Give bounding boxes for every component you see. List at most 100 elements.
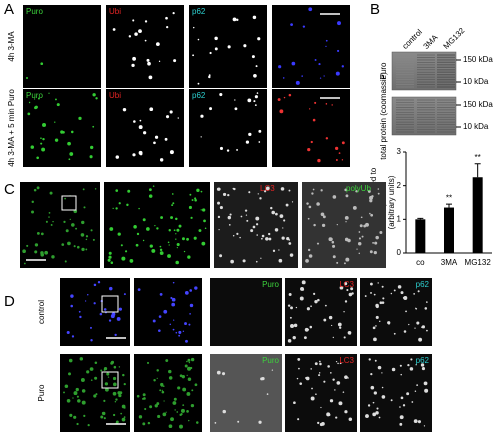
signal-dot <box>178 224 182 228</box>
signal-dot <box>175 233 177 235</box>
signal-dot <box>182 330 185 332</box>
signal-dot <box>168 424 173 429</box>
signal-dot <box>189 193 192 196</box>
signal-dot <box>146 58 150 62</box>
channel-label: p62 <box>416 356 430 365</box>
signal-dot <box>198 229 202 233</box>
signal-dot <box>76 245 80 249</box>
signal-dot <box>56 103 60 107</box>
signal-dot <box>281 236 285 240</box>
signal-dot <box>410 358 413 361</box>
signal-dot <box>406 392 410 396</box>
signal-dot <box>375 325 377 327</box>
signal-dot <box>79 357 84 361</box>
signal-dot <box>376 407 379 410</box>
signal-dot <box>165 115 170 119</box>
signal-dot <box>268 232 271 236</box>
signal-dot <box>188 361 191 364</box>
signal-dot <box>229 213 232 216</box>
signal-dot <box>90 339 93 342</box>
signal-dot <box>114 401 117 403</box>
signal-dot <box>364 295 367 297</box>
signal-dot <box>423 381 428 386</box>
signal-dot <box>402 404 406 407</box>
micrograph <box>360 278 432 346</box>
signal-dot <box>361 235 364 238</box>
signal-dot <box>348 292 353 297</box>
signal-dot <box>258 420 262 424</box>
signal-dot <box>152 185 155 187</box>
signal-dot <box>254 104 257 107</box>
signal-dot <box>77 399 81 403</box>
signal-dot <box>369 195 373 200</box>
signal-dot <box>415 307 417 309</box>
signal-dot <box>237 420 240 423</box>
signal-dot <box>170 216 174 220</box>
signal-dot <box>170 417 174 422</box>
signal-dot <box>82 188 85 191</box>
signal-dot <box>115 155 120 159</box>
signal-dot <box>68 158 71 161</box>
signal-dot <box>132 56 136 61</box>
signal-dot <box>265 237 269 241</box>
row-label: 4h 3-MA <box>7 31 16 62</box>
signal-dot <box>259 197 262 200</box>
signal-dot <box>279 214 284 219</box>
signal-dot <box>33 98 36 100</box>
signal-dot <box>382 297 385 300</box>
bar <box>415 219 426 253</box>
signal-dot <box>142 239 145 242</box>
signal-dot <box>132 153 136 157</box>
signal-dot <box>194 383 198 387</box>
signal-dot <box>179 424 183 429</box>
signal-dot <box>288 189 291 192</box>
signal-dot <box>343 262 346 265</box>
signal-dot <box>103 399 106 402</box>
signal-dot <box>191 389 194 392</box>
micrograph <box>23 5 101 88</box>
signal-dot <box>307 217 310 220</box>
signal-dot <box>185 339 188 343</box>
signal-dot <box>310 368 313 370</box>
signal-dot <box>416 384 419 387</box>
signal-dot <box>228 223 231 226</box>
signal-dot <box>193 236 197 240</box>
signal-dot <box>155 42 160 46</box>
signal-dot <box>117 232 121 236</box>
signal-dot <box>332 255 336 259</box>
signal-dot <box>190 216 193 219</box>
marker-label: 10 kDa <box>463 77 489 86</box>
micrograph <box>134 278 202 346</box>
signal-dot <box>381 395 386 399</box>
panel-label: C <box>4 181 15 198</box>
signal-dot <box>83 414 86 417</box>
signal-dot <box>64 260 67 263</box>
signal-dot <box>308 108 311 110</box>
signal-dot <box>337 362 339 365</box>
signal-dot <box>100 369 103 372</box>
signal-dot <box>89 367 94 371</box>
signal-dot <box>375 315 379 319</box>
signal-dot <box>319 77 322 79</box>
signal-dot <box>397 285 402 289</box>
signal-dot <box>64 384 69 389</box>
signal-dot <box>280 187 285 191</box>
signal-dot <box>337 322 342 327</box>
marker-label: 10 kDa <box>463 122 489 131</box>
signal-dot <box>244 209 248 212</box>
signal-dot <box>159 245 162 248</box>
signal-dot <box>169 150 174 155</box>
signal-dot <box>297 357 301 361</box>
signal-dot <box>110 360 115 364</box>
signal-dot <box>156 227 159 230</box>
signal-dot <box>75 387 79 392</box>
signal-dot <box>245 140 250 144</box>
signal-dot <box>271 369 274 371</box>
signal-dot <box>90 229 93 232</box>
signal-dot <box>70 304 74 308</box>
signal-dot <box>355 189 358 193</box>
signal-dot <box>367 189 371 193</box>
signal-dot <box>275 212 278 216</box>
signal-dot <box>23 262 26 265</box>
